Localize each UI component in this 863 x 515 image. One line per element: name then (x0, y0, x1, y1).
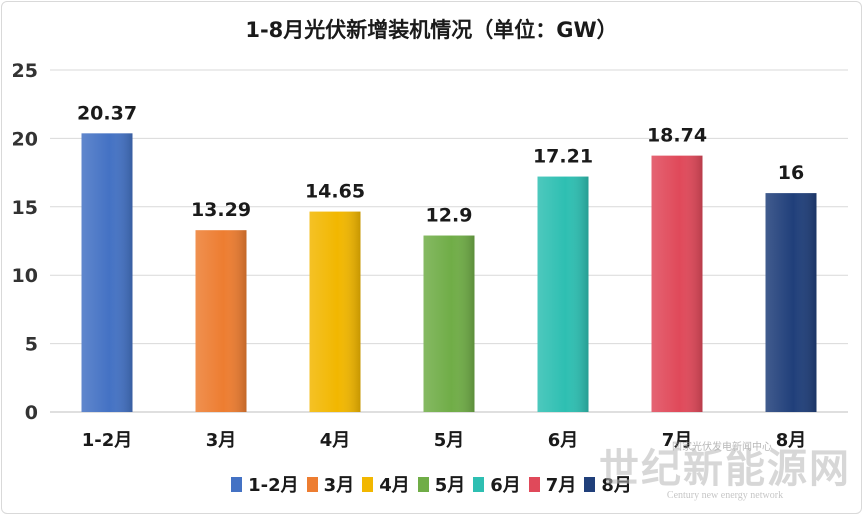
data-label: 14.65 (305, 181, 365, 203)
legend: 1-2月 3月 4月 5月 6月 7月 8月 (0, 471, 863, 497)
bar-2 (195, 230, 247, 412)
y-tick-label: 10 (12, 265, 38, 287)
data-label: 20.37 (77, 102, 137, 124)
legend-swatch (417, 476, 429, 492)
legend-swatch (528, 476, 540, 492)
watermark-sub: Century new energy network (666, 490, 784, 501)
y-tick-label: 20 (12, 128, 38, 150)
bar-shading (423, 235, 475, 412)
legend-label: 1-2月 (248, 475, 299, 496)
legend-swatch (473, 476, 485, 492)
y-tick-label: 0 (25, 402, 38, 424)
legend-label: 4月 (379, 475, 410, 496)
x-tick-label: 1-2月 (82, 430, 133, 451)
x-tick-label: 7月 (662, 430, 693, 451)
x-axis-ticks: 1-2月 3月 4月 5月 6月 7月 8月 (82, 430, 807, 451)
bar-shading (651, 155, 703, 413)
x-tick-label: 5月 (434, 430, 465, 451)
legend-item: 3月 (306, 471, 355, 497)
legend-item: 1-2月 (231, 471, 299, 497)
x-tick-label: 6月 (548, 430, 579, 451)
legend-label: 6月 (490, 475, 521, 496)
bar-shading (309, 211, 361, 412)
bar-5 (537, 176, 589, 412)
legend-item: 5月 (417, 471, 466, 497)
x-tick-label: 8月 (776, 430, 807, 451)
bar-6 (651, 155, 703, 413)
chart-title: 1-8月光伏新增装机情况（单位：GW） (245, 18, 618, 42)
legend-label: 5月 (434, 475, 466, 496)
y-tick-label: 15 (12, 197, 38, 219)
bar-shading (81, 133, 133, 413)
legend-swatch (306, 476, 318, 492)
legend-label: 8月 (601, 475, 632, 496)
bar-3 (309, 211, 361, 412)
legend-item: 4月 (362, 471, 410, 497)
legend-item: 7月 (528, 471, 577, 497)
x-tick-label: 3月 (206, 430, 237, 451)
x-tick-label: 4月 (320, 430, 351, 451)
bar-1 (81, 133, 133, 413)
bar-shading (195, 230, 247, 412)
bar-shading (765, 193, 817, 412)
bar-shading (537, 176, 589, 412)
data-label: 18.74 (647, 125, 707, 147)
data-label: 12.9 (426, 205, 473, 227)
legend-swatch (231, 476, 243, 492)
legend-swatch (362, 476, 374, 492)
data-label: 13.29 (191, 199, 251, 221)
watermark-small: 国家光伏发电新闻中心 (672, 442, 772, 453)
legend-item: 8月 (584, 471, 632, 497)
bars (81, 133, 817, 413)
legend-label: 7月 (545, 475, 577, 496)
y-tick-label: 5 (25, 334, 38, 356)
y-axis-ticks: 0 5 10 15 20 25 (12, 60, 38, 424)
watermark-main: 世纪新能源网 (599, 445, 851, 492)
bar-7 (765, 193, 817, 412)
data-labels: 20.37 13.29 14.65 12.9 17.21 18.74 16 (77, 102, 804, 226)
data-label: 16 (778, 162, 804, 184)
legend-swatch (584, 476, 596, 492)
data-label: 17.21 (533, 146, 593, 168)
bar-4 (423, 235, 475, 412)
watermark-logo: 世纪新能源网 Century new energy network (599, 445, 851, 502)
legend-label: 3月 (323, 475, 355, 496)
y-tick-label: 25 (12, 60, 38, 82)
legend-item: 6月 (473, 471, 521, 497)
